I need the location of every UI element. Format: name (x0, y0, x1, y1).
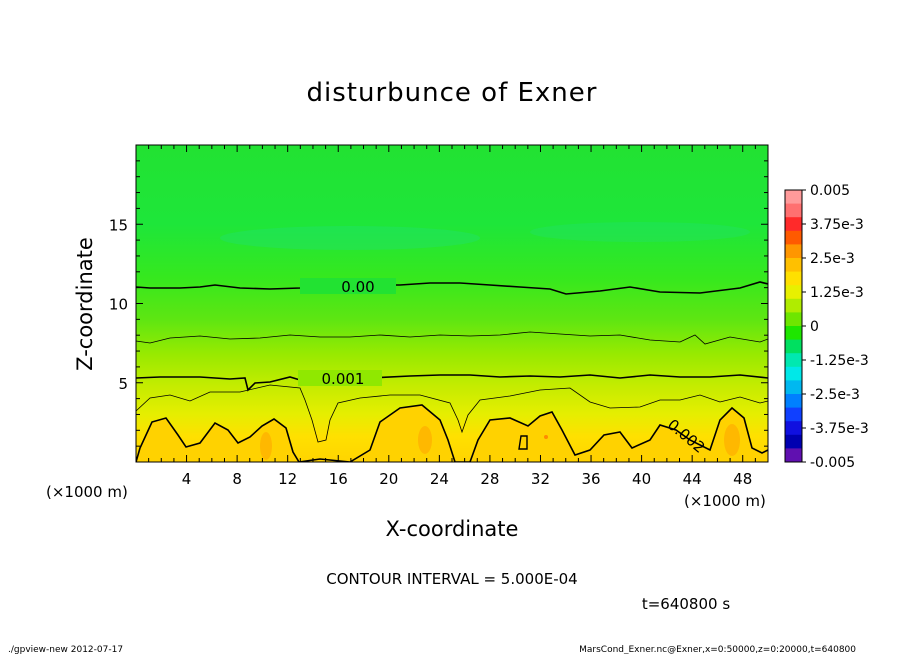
colorbar-swatch (785, 217, 802, 232)
x-tick-label: 16 (329, 470, 348, 488)
x-unit-right: (×1000 m) (684, 492, 766, 510)
warm-patch (136, 405, 768, 462)
contour-interval-text: CONTOUR INTERVAL = 5.000E-04 (326, 570, 577, 588)
colorbar-label: -3.75e-3 (810, 421, 869, 437)
x-unit-left: (×1000 m) (46, 483, 128, 501)
contour-line-0.0015 (136, 384, 768, 443)
x-tick-label: 24 (430, 470, 449, 488)
colorbar-label: 3.75e-3 (810, 217, 864, 233)
x-tick-label: 32 (531, 470, 550, 488)
colorbar-swatch (785, 448, 802, 463)
colorbar-frame (784, 189, 803, 463)
colorbar-label: 0 (810, 319, 819, 335)
colorbar-swatch (785, 339, 802, 354)
field-background (136, 145, 768, 462)
y-tick-label: 10 (109, 296, 128, 314)
colorbar-swatch (785, 353, 802, 368)
x-tick-label: 44 (683, 470, 702, 488)
colorbar-swatch (785, 407, 802, 422)
x-tick-label: 4 (182, 470, 192, 488)
x-tick-label: 8 (232, 470, 242, 488)
x-tick-label: 20 (379, 470, 398, 488)
colorbar-label: -2.5e-3 (810, 387, 860, 403)
contour-line-0.001 (136, 374, 768, 392)
x-tick-label: 28 (480, 470, 499, 488)
chart-title: disturbunce of Exner (307, 78, 598, 108)
y-tick-label: 5 (118, 375, 128, 393)
colorbar-swatch (785, 312, 802, 327)
x-tick-label: 40 (632, 470, 651, 488)
footer-right: MarsCond_Exner.nc@Exner,x=0:50000,z=0:20… (579, 645, 856, 654)
colorbar: 0.005 3.75e-3 2.5e-3 1.25e-3 0 -1.25e-3 -2.5e-… (785, 183, 869, 471)
y-axis-label: Z-coordinate (73, 237, 97, 371)
plot-area: 0.00 0.001 0.002 4 8 12 16 20 24 28 32 36 40 44 48 … (109, 144, 769, 488)
colorbar-label: 2.5e-3 (810, 251, 855, 267)
y-axis-ticks: 5 10 15 (109, 160, 768, 447)
contour-label-0.00: 0.00 (341, 278, 374, 296)
contour-line-0.002 (136, 404, 768, 462)
x-tick-label: 36 (581, 470, 600, 488)
colorbar-label: 0.005 (810, 183, 850, 199)
contour-line-0.0005 (136, 331, 768, 345)
colorbar-swatch (785, 244, 802, 259)
colorbar-swatch (785, 285, 802, 300)
x-tick-label: 12 (278, 470, 297, 488)
colorbar-swatch (785, 366, 802, 381)
colorbar-swatch (785, 326, 802, 341)
x-tick-label: 48 (733, 470, 752, 488)
colorbar-swatch (785, 421, 802, 436)
y-tick-label: 15 (109, 216, 128, 234)
colorbar-swatch (785, 258, 802, 273)
hot-spot (418, 426, 432, 454)
colorbar-label: -1.25e-3 (810, 353, 869, 369)
contour-label-0.001: 0.001 (322, 370, 365, 388)
colorbar-swatch (785, 271, 802, 286)
colorbar-swatch (785, 230, 802, 245)
hot-spot (544, 435, 548, 439)
colorbar-label: -0.005 (810, 455, 855, 471)
colorbar-swatch (785, 203, 802, 218)
colorbar-swatch (785, 434, 802, 449)
colorbar-swatch (785, 190, 802, 205)
footer-left: ./gpview-new 2012-07-17 (8, 645, 123, 654)
x-axis-ticks: 4 8 12 16 20 24 28 32 36 40 44 48 (148, 145, 756, 488)
colorbar-swatch (785, 394, 802, 409)
colorbar-swatch (785, 380, 802, 395)
contour-line-0 (136, 281, 768, 295)
x-axis-label: X-coordinate (386, 517, 519, 541)
colorbar-swatch (785, 298, 802, 313)
label-gap-0.001 (298, 370, 382, 386)
field-shade-upper (220, 226, 480, 250)
hot-spot (260, 432, 272, 460)
field-shade-upper-right (530, 222, 750, 242)
label-gap-0.00 (300, 278, 396, 294)
time-text: t=640800 s (642, 595, 730, 613)
hot-spot (724, 424, 740, 456)
colorbar-label: 1.25e-3 (810, 285, 864, 301)
contour-closed-cell (518, 435, 528, 450)
